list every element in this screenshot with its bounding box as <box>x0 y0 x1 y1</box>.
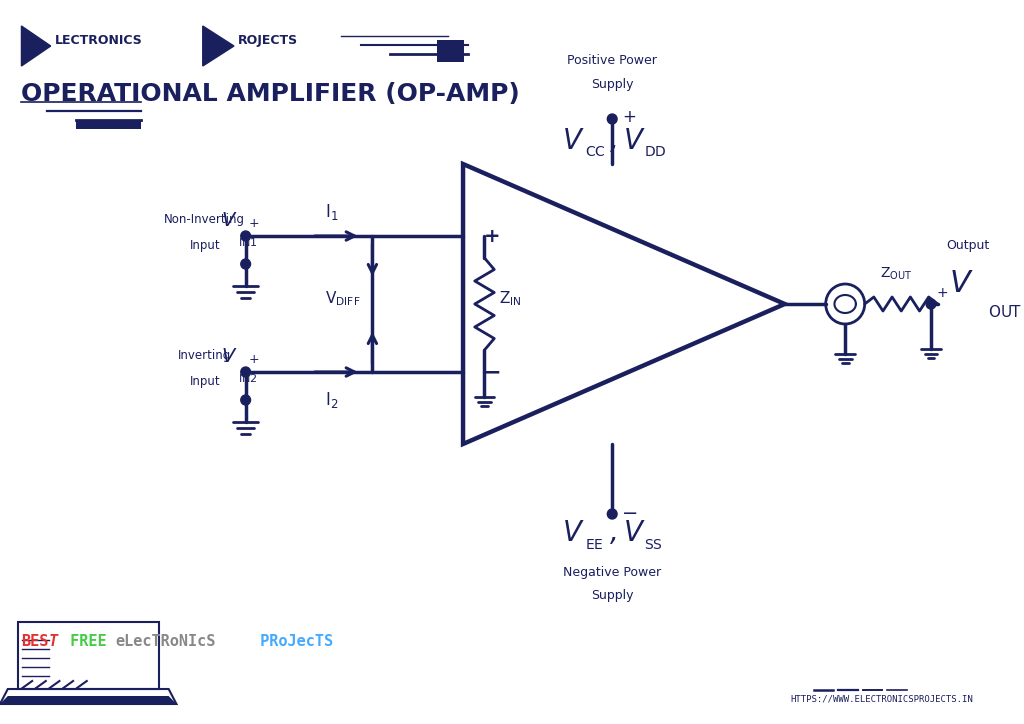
Text: $\mathregular{, V}$: $\mathregular{, V}$ <box>609 127 646 155</box>
Text: Non-Inverting: Non-Inverting <box>164 213 245 225</box>
Text: eLecTRoNIcS: eLecTRoNIcS <box>115 634 215 649</box>
Text: $\mathregular{Z_{OUT}}$: $\mathregular{Z_{OUT}}$ <box>881 266 912 282</box>
Polygon shape <box>0 696 176 704</box>
Text: Input: Input <box>189 240 220 253</box>
Text: −: − <box>483 362 502 382</box>
Text: Supply: Supply <box>591 589 634 602</box>
Text: $\mathregular{CC}$: $\mathregular{CC}$ <box>585 145 605 159</box>
Text: Input: Input <box>189 376 220 389</box>
Polygon shape <box>203 26 233 66</box>
Text: $\mathregular{EE}$: $\mathregular{EE}$ <box>585 538 603 552</box>
Circle shape <box>607 509 617 519</box>
Text: Negative Power: Negative Power <box>563 566 662 579</box>
Text: $\mathregular{DD}$: $\mathregular{DD}$ <box>644 145 667 159</box>
Text: LECTRONICS: LECTRONICS <box>54 34 142 47</box>
Text: +: + <box>249 217 259 230</box>
Text: T: T <box>49 634 58 649</box>
Text: $\mathregular{I_1}$: $\mathregular{I_1}$ <box>325 202 338 222</box>
Text: $\mathregular{V_{DIFF}}$: $\mathregular{V_{DIFF}}$ <box>326 290 360 308</box>
Text: HTTPS://WWW.ELECTRONICSPROJECTS.IN: HTTPS://WWW.ELECTRONICSPROJECTS.IN <box>791 695 973 704</box>
Text: +: + <box>484 227 501 245</box>
Circle shape <box>241 395 251 405</box>
Text: $\mathregular{Z_{IN}}$: $\mathregular{Z_{IN}}$ <box>499 290 522 308</box>
Text: PRoJecTS: PRoJecTS <box>251 634 333 649</box>
FancyBboxPatch shape <box>436 40 464 62</box>
Text: +: + <box>937 286 948 300</box>
Circle shape <box>926 299 936 309</box>
Text: ROJECTS: ROJECTS <box>238 34 298 47</box>
Text: $\mathregular{V}$: $\mathregular{V}$ <box>561 127 584 155</box>
Text: OPERATIONAL AMPLIFIER (OP-AMP): OPERATIONAL AMPLIFIER (OP-AMP) <box>22 82 520 106</box>
Polygon shape <box>22 26 51 66</box>
Text: $\mathregular{V}$: $\mathregular{V}$ <box>948 269 973 298</box>
Text: $\mathregular{V}$: $\mathregular{V}$ <box>221 347 238 366</box>
Circle shape <box>241 367 251 377</box>
Text: Inverting: Inverting <box>178 348 231 361</box>
Text: $\mathregular{, V}$: $\mathregular{, V}$ <box>609 519 646 547</box>
Text: −: − <box>622 505 638 523</box>
Text: Output: Output <box>946 239 989 252</box>
Text: $\mathregular{IN1}$: $\mathregular{IN1}$ <box>238 236 257 248</box>
Text: $\mathregular{I_2}$: $\mathregular{I_2}$ <box>325 390 338 410</box>
Text: Positive Power: Positive Power <box>567 54 657 67</box>
Circle shape <box>241 231 251 241</box>
Polygon shape <box>76 120 141 129</box>
Text: BES: BES <box>22 634 49 649</box>
Text: $\mathregular{V}$: $\mathregular{V}$ <box>221 211 238 230</box>
Circle shape <box>607 114 617 124</box>
Text: Supply: Supply <box>591 78 634 91</box>
Text: +: + <box>249 353 259 366</box>
Text: $\mathregular{SS}$: $\mathregular{SS}$ <box>644 538 664 552</box>
Text: $\mathregular{V}$: $\mathregular{V}$ <box>561 519 584 547</box>
Text: FREE: FREE <box>61 634 116 649</box>
Text: $\mathregular{IN2}$: $\mathregular{IN2}$ <box>238 372 257 384</box>
Text: $\mathregular{OUT}$: $\mathregular{OUT}$ <box>987 304 1022 320</box>
Text: +: + <box>622 108 636 126</box>
Circle shape <box>241 259 251 269</box>
